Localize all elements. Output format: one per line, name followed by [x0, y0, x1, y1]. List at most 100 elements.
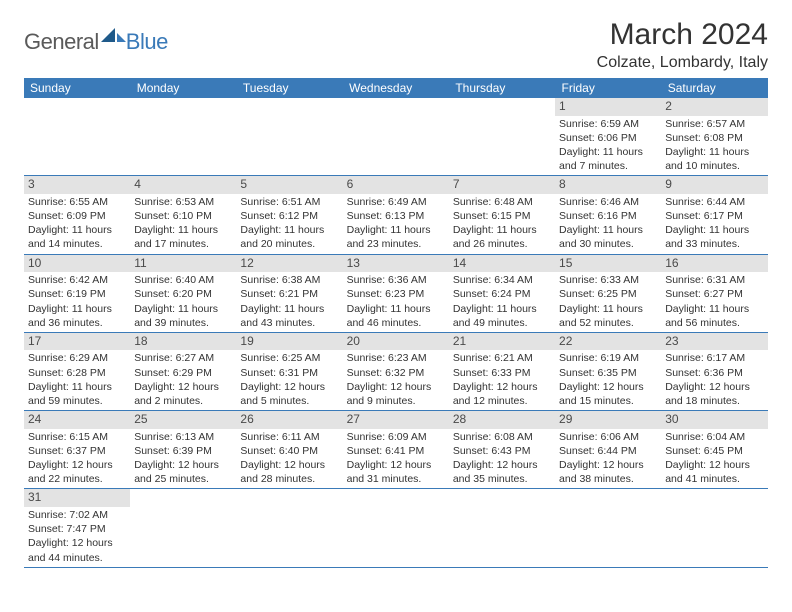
- sunset-text: Sunset: 7:47 PM: [28, 522, 126, 536]
- day-content: Sunrise: 6:48 AMSunset: 6:15 PMDaylight:…: [449, 194, 555, 254]
- calendar-cell: 26Sunrise: 6:11 AMSunset: 6:40 PMDayligh…: [236, 411, 342, 489]
- daylight-text: Daylight: 11 hours: [134, 302, 232, 316]
- daylight-text: and 15 minutes.: [559, 394, 657, 408]
- sunset-text: Sunset: 6:12 PM: [240, 209, 338, 223]
- sunrise-text: Sunrise: 6:34 AM: [453, 273, 551, 287]
- daylight-text: and 14 minutes.: [28, 237, 126, 251]
- day-content: Sunrise: 6:23 AMSunset: 6:32 PMDaylight:…: [343, 350, 449, 410]
- daylight-text: Daylight: 12 hours: [559, 458, 657, 472]
- calendar-cell: 1Sunrise: 6:59 AMSunset: 6:06 PMDaylight…: [555, 98, 661, 176]
- sunrise-text: Sunrise: 6:21 AM: [453, 351, 551, 365]
- daylight-text: Daylight: 12 hours: [453, 380, 551, 394]
- calendar-cell: [236, 98, 342, 176]
- day-content: Sunrise: 7:02 AMSunset: 7:47 PMDaylight:…: [24, 507, 130, 567]
- daylight-text: Daylight: 11 hours: [240, 223, 338, 237]
- sunset-text: Sunset: 6:29 PM: [134, 366, 232, 380]
- sunset-text: Sunset: 6:17 PM: [665, 209, 763, 223]
- calendar-cell: 25Sunrise: 6:13 AMSunset: 6:39 PMDayligh…: [130, 411, 236, 489]
- day-number: 31: [24, 489, 130, 507]
- sunrise-text: Sunrise: 6:19 AM: [559, 351, 657, 365]
- day-number: 25: [130, 411, 236, 429]
- calendar-cell: 3Sunrise: 6:55 AMSunset: 6:09 PMDaylight…: [24, 176, 130, 254]
- sunrise-text: Sunrise: 6:15 AM: [28, 430, 126, 444]
- calendar-cell: 8Sunrise: 6:46 AMSunset: 6:16 PMDaylight…: [555, 176, 661, 254]
- day-content: Sunrise: 6:06 AMSunset: 6:44 PMDaylight:…: [555, 429, 661, 489]
- daylight-text: Daylight: 12 hours: [134, 380, 232, 394]
- sunset-text: Sunset: 6:37 PM: [28, 444, 126, 458]
- sunset-text: Sunset: 6:31 PM: [240, 366, 338, 380]
- calendar-week-row: 24Sunrise: 6:15 AMSunset: 6:37 PMDayligh…: [24, 411, 768, 489]
- day-content: Sunrise: 6:21 AMSunset: 6:33 PMDaylight:…: [449, 350, 555, 410]
- logo: General Blue: [24, 26, 168, 57]
- day-content: Sunrise: 6:15 AMSunset: 6:37 PMDaylight:…: [24, 429, 130, 489]
- day-number: 20: [343, 333, 449, 351]
- calendar-cell: 16Sunrise: 6:31 AMSunset: 6:27 PMDayligh…: [661, 254, 767, 332]
- day-content: Sunrise: 6:04 AMSunset: 6:45 PMDaylight:…: [661, 429, 767, 489]
- daylight-text: Daylight: 11 hours: [665, 223, 763, 237]
- day-header: Thursday: [449, 78, 555, 98]
- daylight-text: and 12 minutes.: [453, 394, 551, 408]
- daylight-text: and 52 minutes.: [559, 316, 657, 330]
- calendar-cell: 14Sunrise: 6:34 AMSunset: 6:24 PMDayligh…: [449, 254, 555, 332]
- sunrise-text: Sunrise: 6:04 AM: [665, 430, 763, 444]
- day-content: Sunrise: 6:40 AMSunset: 6:20 PMDaylight:…: [130, 272, 236, 332]
- daylight-text: Daylight: 11 hours: [28, 223, 126, 237]
- sunrise-text: Sunrise: 7:02 AM: [28, 508, 126, 522]
- sunrise-text: Sunrise: 6:40 AM: [134, 273, 232, 287]
- daylight-text: Daylight: 11 hours: [559, 223, 657, 237]
- sunrise-text: Sunrise: 6:27 AM: [134, 351, 232, 365]
- sunset-text: Sunset: 6:24 PM: [453, 287, 551, 301]
- sunrise-text: Sunrise: 6:42 AM: [28, 273, 126, 287]
- day-content: Sunrise: 6:33 AMSunset: 6:25 PMDaylight:…: [555, 272, 661, 332]
- daylight-text: Daylight: 12 hours: [559, 380, 657, 394]
- calendar-cell: 21Sunrise: 6:21 AMSunset: 6:33 PMDayligh…: [449, 332, 555, 410]
- day-content: Sunrise: 6:44 AMSunset: 6:17 PMDaylight:…: [661, 194, 767, 254]
- calendar-cell: 20Sunrise: 6:23 AMSunset: 6:32 PMDayligh…: [343, 332, 449, 410]
- day-number: 28: [449, 411, 555, 429]
- calendar-cell: [449, 489, 555, 567]
- daylight-text: Daylight: 12 hours: [665, 380, 763, 394]
- daylight-text: and 30 minutes.: [559, 237, 657, 251]
- day-content: Sunrise: 6:17 AMSunset: 6:36 PMDaylight:…: [661, 350, 767, 410]
- calendar-cell: 2Sunrise: 6:57 AMSunset: 6:08 PMDaylight…: [661, 98, 767, 176]
- location: Colzate, Lombardy, Italy: [597, 54, 768, 72]
- sunrise-text: Sunrise: 6:55 AM: [28, 195, 126, 209]
- sunset-text: Sunset: 6:44 PM: [559, 444, 657, 458]
- day-content: Sunrise: 6:49 AMSunset: 6:13 PMDaylight:…: [343, 194, 449, 254]
- daylight-text: and 7 minutes.: [559, 159, 657, 173]
- day-content: Sunrise: 6:31 AMSunset: 6:27 PMDaylight:…: [661, 272, 767, 332]
- sunrise-text: Sunrise: 6:44 AM: [665, 195, 763, 209]
- day-number: 27: [343, 411, 449, 429]
- calendar-cell: 30Sunrise: 6:04 AMSunset: 6:45 PMDayligh…: [661, 411, 767, 489]
- daylight-text: Daylight: 11 hours: [665, 145, 763, 159]
- sunrise-text: Sunrise: 6:06 AM: [559, 430, 657, 444]
- calendar-cell: 11Sunrise: 6:40 AMSunset: 6:20 PMDayligh…: [130, 254, 236, 332]
- daylight-text: and 38 minutes.: [559, 472, 657, 486]
- daylight-text: and 17 minutes.: [134, 237, 232, 251]
- day-number: 12: [236, 255, 342, 273]
- daylight-text: and 56 minutes.: [665, 316, 763, 330]
- day-header: Sunday: [24, 78, 130, 98]
- day-number: 2: [661, 98, 767, 116]
- day-number: 4: [130, 176, 236, 194]
- sunset-text: Sunset: 6:43 PM: [453, 444, 551, 458]
- daylight-text: and 33 minutes.: [665, 237, 763, 251]
- sunset-text: Sunset: 6:41 PM: [347, 444, 445, 458]
- calendar-week-row: 1Sunrise: 6:59 AMSunset: 6:06 PMDaylight…: [24, 98, 768, 176]
- daylight-text: and 49 minutes.: [453, 316, 551, 330]
- daylight-text: Daylight: 11 hours: [347, 302, 445, 316]
- calendar-cell: 31Sunrise: 7:02 AMSunset: 7:47 PMDayligh…: [24, 489, 130, 567]
- calendar-cell: 9Sunrise: 6:44 AMSunset: 6:17 PMDaylight…: [661, 176, 767, 254]
- sunset-text: Sunset: 6:39 PM: [134, 444, 232, 458]
- sail-icon: [101, 26, 127, 49]
- sunrise-text: Sunrise: 6:09 AM: [347, 430, 445, 444]
- calendar-cell: 4Sunrise: 6:53 AMSunset: 6:10 PMDaylight…: [130, 176, 236, 254]
- daylight-text: and 36 minutes.: [28, 316, 126, 330]
- sunset-text: Sunset: 6:09 PM: [28, 209, 126, 223]
- daylight-text: Daylight: 11 hours: [28, 302, 126, 316]
- day-number: 17: [24, 333, 130, 351]
- sunset-text: Sunset: 6:28 PM: [28, 366, 126, 380]
- sunrise-text: Sunrise: 6:23 AM: [347, 351, 445, 365]
- daylight-text: and 39 minutes.: [134, 316, 232, 330]
- daylight-text: Daylight: 11 hours: [28, 380, 126, 394]
